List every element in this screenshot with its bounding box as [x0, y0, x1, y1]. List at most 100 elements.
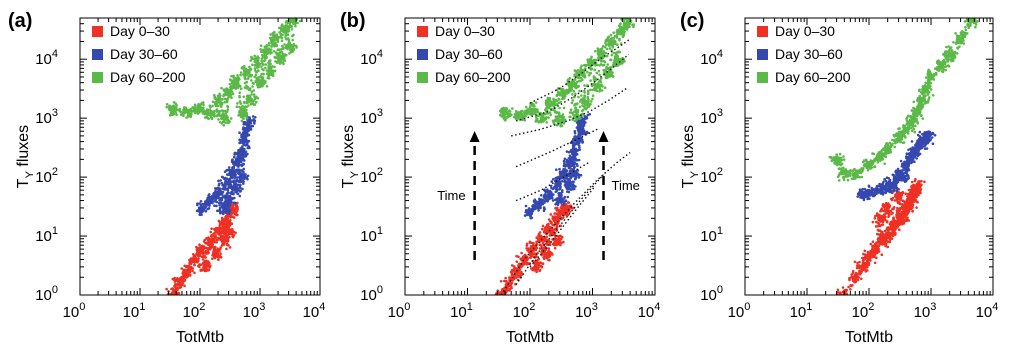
tick-exponent: 4 [319, 301, 325, 313]
data-point-cloud [204, 242, 207, 245]
tick-base: 10 [35, 169, 52, 186]
data-point-cloud [510, 113, 513, 116]
data-point-cloud [563, 157, 567, 161]
data-point-cloud [213, 231, 217, 234]
data-point-cloud [293, 15, 296, 18]
data-point-cloud [221, 187, 225, 190]
data-point-cloud [292, 43, 296, 46]
data-point [555, 180, 560, 185]
data-point-cloud [571, 187, 575, 191]
data-point-cloud [226, 191, 230, 195]
data-point [239, 175, 244, 180]
data-point-cloud [241, 179, 244, 183]
data-point-cloud [547, 116, 550, 119]
data-point-cloud [230, 96, 233, 99]
data-point-cloud [202, 103, 205, 107]
data-point-cloud [553, 237, 557, 241]
data-point-cloud [561, 179, 564, 183]
data-point-cloud [500, 297, 503, 300]
data-point-cloud [248, 68, 252, 71]
data-point-cloud [508, 289, 511, 292]
data-point-cloud [242, 131, 245, 134]
data-point-cloud [560, 203, 564, 207]
data-point-cloud [556, 201, 560, 205]
data-point-cloud [277, 52, 280, 55]
data-point-cloud [193, 261, 196, 264]
data-point-cloud [250, 124, 253, 128]
data-point-cloud [555, 111, 558, 114]
data-point-cloud [165, 103, 169, 106]
data-point-cloud [221, 226, 224, 230]
data-point-cloud [238, 141, 242, 144]
data-point-cloud [165, 105, 169, 109]
data-point-cloud [544, 196, 548, 199]
data-point-cloud [242, 100, 246, 104]
data-point-cloud [580, 64, 583, 68]
data-point-cloud [176, 296, 179, 299]
series-2 [523, 112, 591, 220]
data-point-cloud [288, 25, 291, 29]
data-point-cloud [553, 246, 557, 250]
data-point-cloud [210, 117, 214, 121]
data-point-cloud [225, 223, 228, 226]
data-point-cloud [267, 41, 271, 45]
data-point-cloud [294, 44, 298, 48]
data-point-cloud [238, 94, 241, 98]
data-point-cloud [280, 39, 284, 43]
data-point-cloud [207, 201, 211, 205]
data-point-cloud [568, 76, 572, 80]
data-point-cloud [175, 295, 178, 298]
data-point-cloud [227, 186, 230, 189]
tick-exponent: 2 [52, 166, 58, 178]
data-point [221, 116, 226, 121]
data-point-cloud [552, 193, 555, 196]
data-point-cloud [266, 76, 270, 80]
data-point [222, 219, 227, 223]
data-point-cloud [189, 262, 193, 266]
data-point-cloud [192, 107, 196, 110]
data-point-cloud [277, 26, 281, 30]
data-point-cloud [559, 192, 562, 196]
data-point-cloud [574, 185, 577, 188]
data-point-cloud [524, 105, 528, 109]
data-point-cloud [553, 227, 557, 231]
data-point-cloud [269, 62, 272, 66]
tick-base: 10 [123, 304, 140, 321]
data-point-cloud [538, 261, 542, 264]
data-point-cloud [259, 44, 263, 47]
data-point-cloud [229, 184, 232, 187]
data-point-cloud [600, 89, 604, 92]
data-point-cloud [536, 117, 539, 121]
data-point-cloud [236, 192, 240, 196]
data-point-cloud [267, 44, 271, 47]
data-point [213, 251, 218, 256]
data-point-cloud [202, 106, 205, 109]
data-point-cloud [504, 288, 508, 292]
tick-base: 10 [243, 304, 260, 321]
data-point-cloud [548, 111, 552, 114]
data-point [239, 111, 244, 116]
tick-base: 10 [303, 304, 320, 321]
data-point-cloud [232, 165, 236, 168]
data-point-cloud [261, 62, 264, 65]
data-point-cloud [206, 242, 209, 246]
data-point-cloud [217, 236, 220, 240]
data-point-cloud [570, 87, 573, 91]
data-point-cloud [262, 68, 265, 72]
data-point-cloud [239, 158, 242, 161]
data-point-cloud [541, 114, 544, 117]
data-point-cloud [219, 179, 222, 182]
data-point-cloud [201, 254, 205, 258]
data-point [226, 229, 231, 234]
data-point-cloud [510, 273, 514, 277]
data-point [268, 70, 273, 75]
data-point-cloud [224, 200, 227, 203]
data-point-cloud [247, 104, 250, 107]
data-point-cloud [236, 83, 240, 87]
data-point [226, 89, 231, 94]
data-point-cloud [173, 276, 176, 280]
data-point-cloud [196, 257, 200, 261]
data-point-cloud [207, 246, 211, 250]
